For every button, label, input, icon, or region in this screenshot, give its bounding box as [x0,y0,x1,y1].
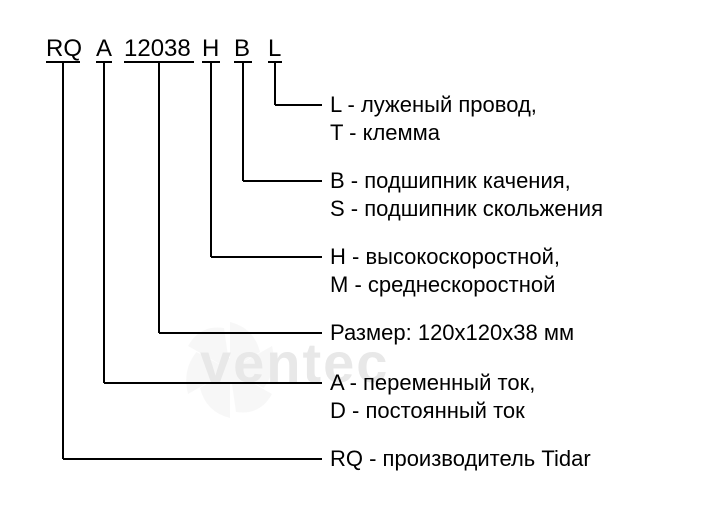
connector-lines [0,0,711,528]
